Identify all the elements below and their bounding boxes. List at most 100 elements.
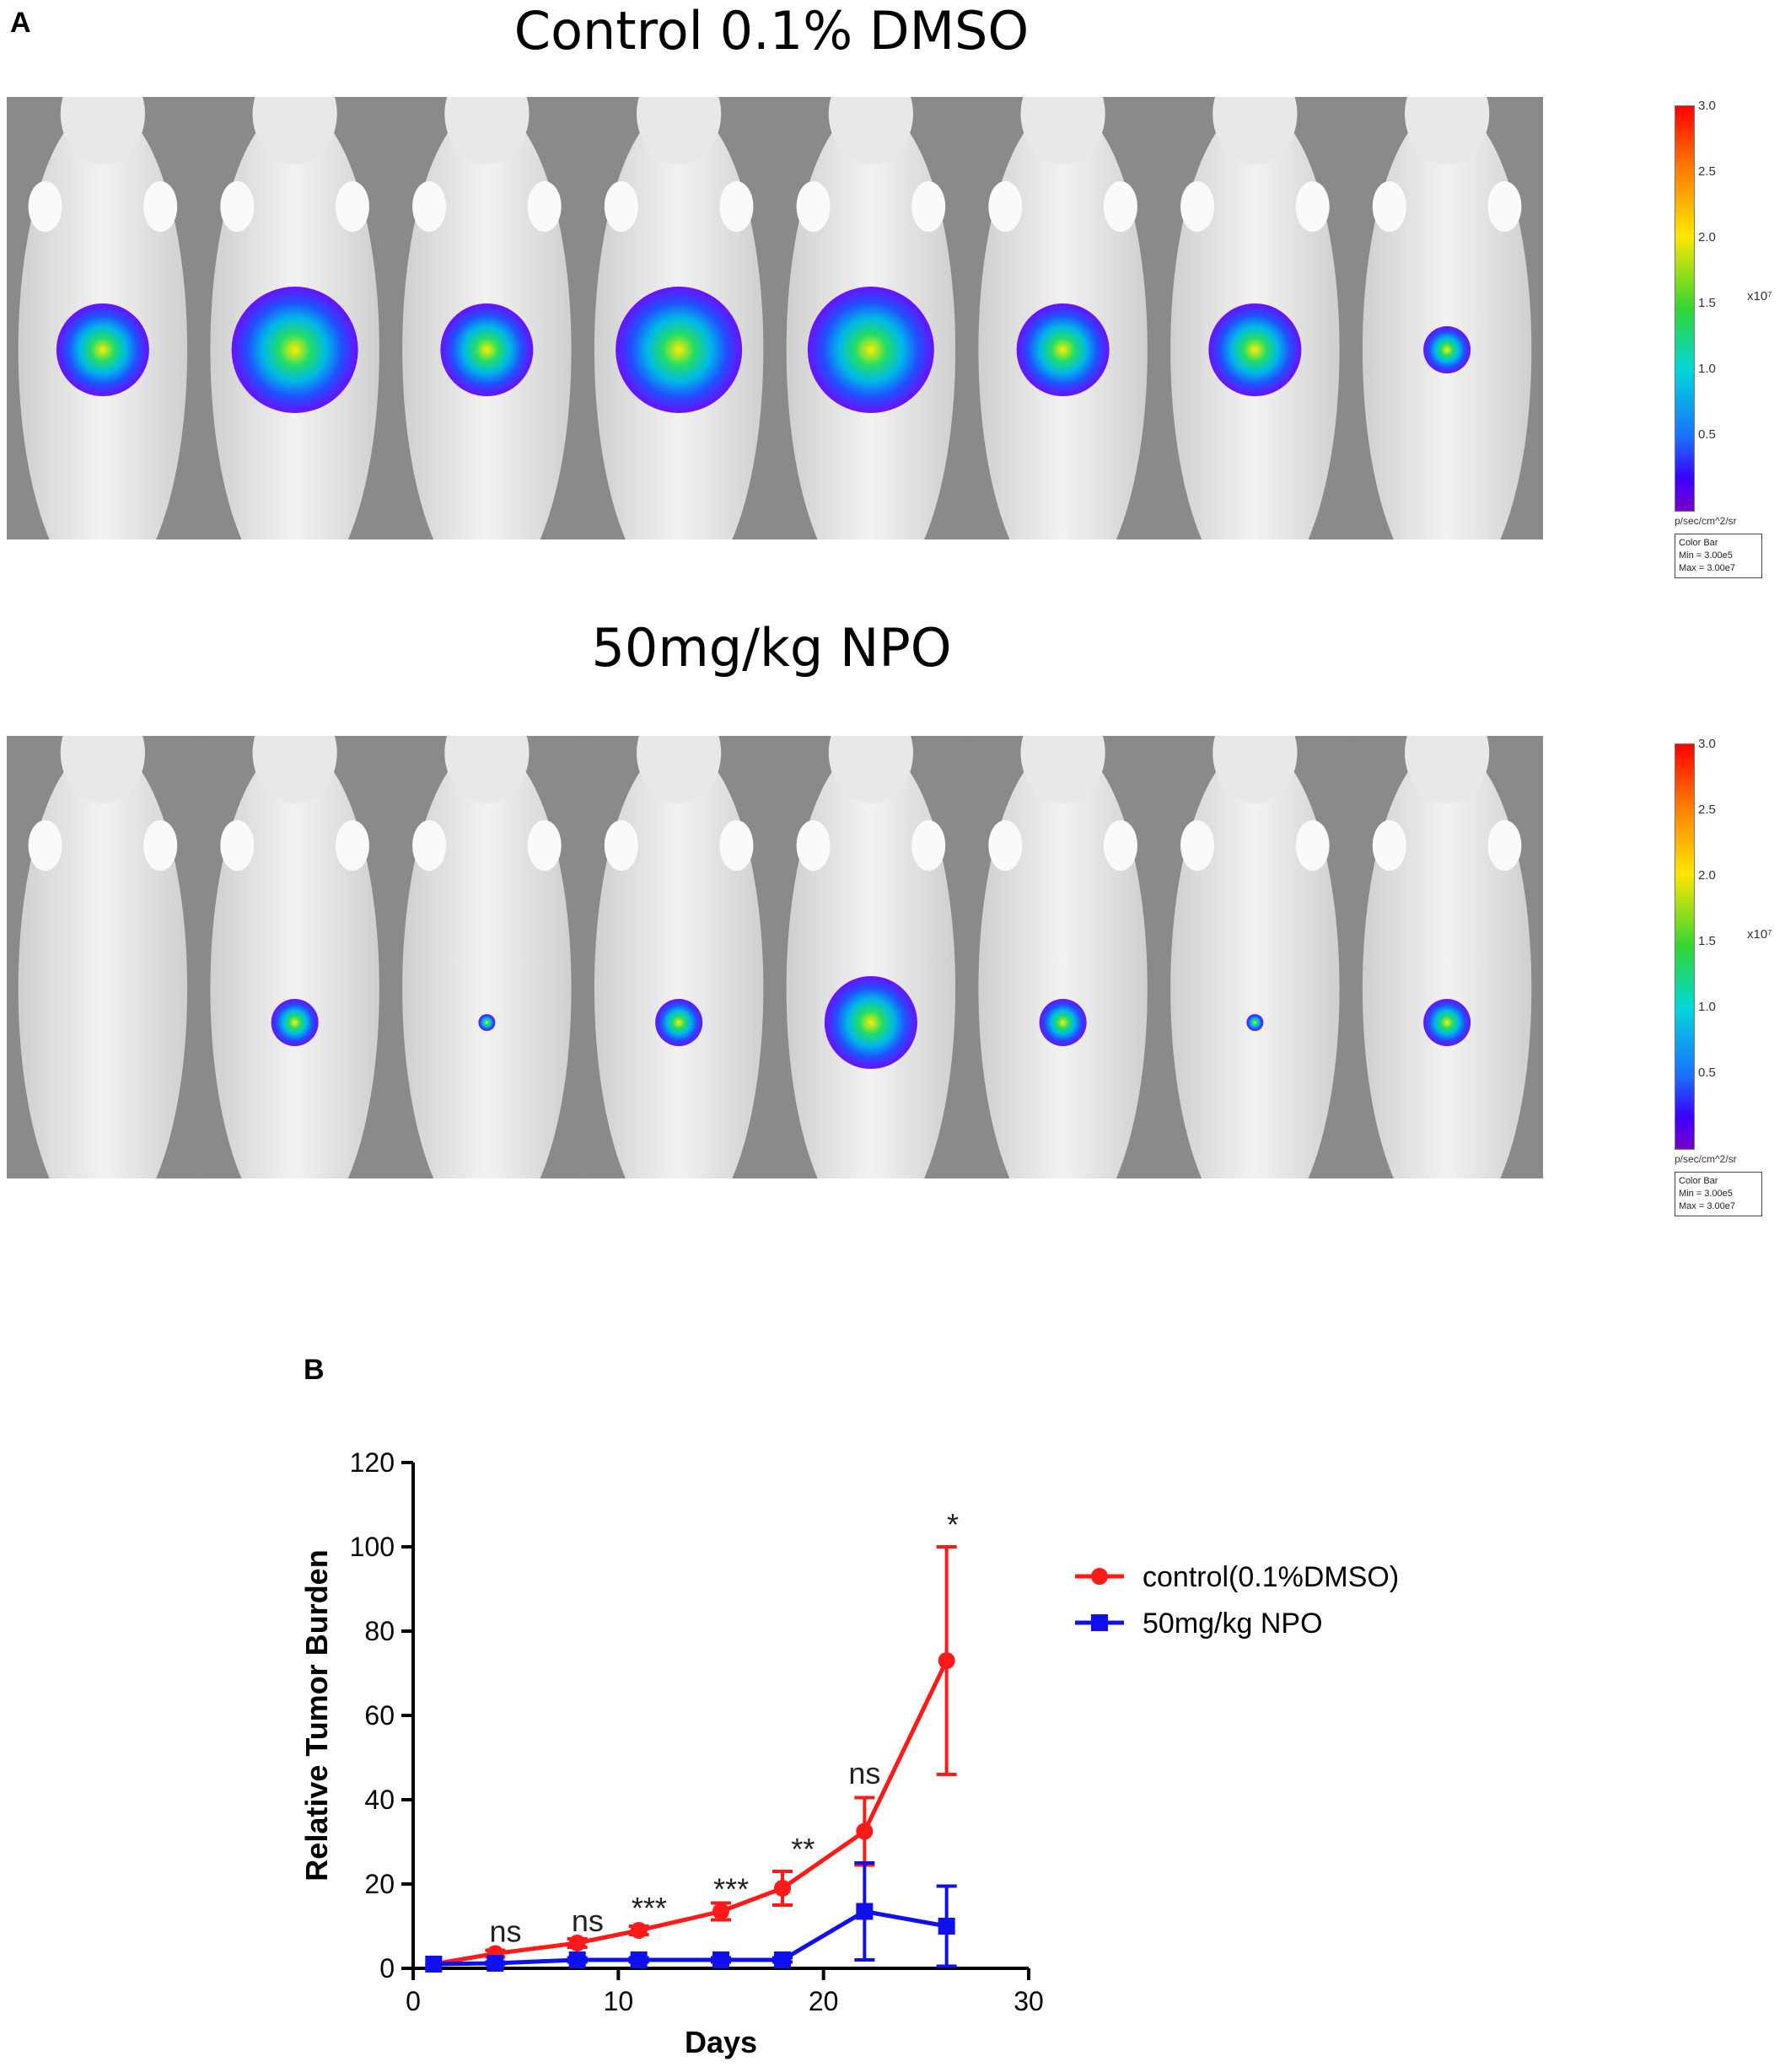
colorbar-range-box: Color Bar Min = 3.00e5 Max = 3.00e7 [1675, 1172, 1762, 1216]
colorbar-tick: 2.0 [1698, 230, 1716, 244]
mouse-paw-right [143, 181, 178, 232]
mouse-paw-right [1103, 181, 1137, 232]
y-tick-label: 80 [364, 1616, 395, 1646]
mouse-7 [1159, 736, 1352, 1178]
colorbar-tick: 3.0 [1698, 99, 1716, 113]
mouse-4 [583, 736, 775, 1178]
y-tick-label: 0 [379, 1953, 395, 1983]
mouse-paw-right [335, 820, 369, 871]
mouse-head [1212, 736, 1298, 803]
panel-b-label: B [304, 1354, 325, 1386]
x-tick-label: 30 [1013, 1986, 1044, 2016]
control-mice-image [7, 97, 1543, 539]
mouse-paw-right [911, 820, 946, 871]
data-point [856, 1903, 874, 1920]
x-tick-label: 10 [604, 1986, 634, 2016]
colorbar-unit: p/sec/cm^2/sr [1675, 1153, 1737, 1165]
panel-a-label: A [10, 7, 31, 39]
tumor-burden-chart: 0 20 40 60 80 100 120 0 10 20 30 Days Relative Tumor… [299, 1447, 1399, 2059]
luminescence-signal [56, 303, 149, 396]
legend-label: 50mg/kg NPO [1143, 1608, 1323, 1640]
colorbar-tick: 0.5 [1698, 1066, 1716, 1080]
significance-label: ** [791, 1832, 815, 1866]
mouse-paw-left [412, 820, 447, 871]
luminescence-signal [1423, 999, 1471, 1046]
mouse-8 [1351, 97, 1543, 539]
significance-label: *** [632, 1891, 667, 1925]
mouse-8 [1351, 736, 1543, 1178]
mouse-paw-left [604, 820, 638, 871]
legend-label: control(0.1%DMSO) [1143, 1561, 1399, 1593]
mouse-paw-right [1487, 181, 1522, 232]
data-point [774, 1951, 791, 1968]
luminescence-signal [1208, 303, 1302, 396]
series-line [433, 1908, 948, 1967]
colorbar-tick: 2.0 [1698, 868, 1716, 883]
mouse-4 [583, 97, 775, 539]
colorbar-tick: 3.0 [1698, 737, 1716, 751]
mouse-paw-right [335, 181, 369, 232]
y-tick-label: 20 [364, 1869, 395, 1899]
data-point [938, 1652, 955, 1669]
npo-group-title: 50mg/kg NPO [591, 617, 952, 679]
mouse-paw-right [911, 181, 946, 232]
mouse-head [637, 736, 722, 803]
mouse-3 [390, 736, 583, 1178]
colorbar-box-title: Color Bar [1679, 1176, 1718, 1186]
mouse-head [60, 736, 145, 803]
mouse-paw-left [796, 181, 831, 232]
mouse-paw-left [604, 181, 638, 232]
series-line [433, 1659, 949, 1967]
mouse-paw-left [988, 820, 1023, 871]
colorbar-tick: 2.5 [1698, 802, 1716, 817]
significance-label: ns [489, 1914, 521, 1949]
mouse-paw-left [220, 820, 255, 871]
mouse-1 [7, 736, 199, 1178]
colorbar-box-title: Color Bar [1679, 538, 1718, 548]
colorbar-box-min: Min = 3.00e5 [1679, 550, 1733, 561]
mouse-head [1020, 736, 1105, 803]
mouse-head [828, 736, 913, 803]
mouse-head [60, 97, 145, 164]
data-point [712, 1903, 729, 1920]
luminescence-signal [1016, 303, 1110, 396]
luminescence-signal [824, 976, 917, 1069]
data-point [487, 1955, 504, 1972]
significance-label: *** [713, 1872, 749, 1907]
mouse-paw-left [28, 820, 62, 871]
mouse-paw-right [1295, 820, 1330, 871]
mouse-head [828, 97, 913, 164]
mouse-head [252, 736, 337, 803]
y-tick-label: 100 [350, 1532, 395, 1562]
mouse-paw-left [1372, 181, 1406, 232]
mouse-head [252, 97, 337, 164]
mouse-paw-left [220, 181, 255, 232]
data-point [774, 1880, 791, 1897]
mouse-paw-right [143, 820, 178, 871]
y-tick-label: 120 [350, 1447, 395, 1478]
luminescence-signal [478, 1014, 496, 1031]
mouse-paw-right [1295, 181, 1330, 232]
y-axis-label: Relative Tumor Burden [299, 1549, 334, 1881]
luminescence-signal [440, 303, 534, 396]
legend-entry-npo: 50mg/kg NPO [1075, 1608, 1323, 1640]
mouse-paw-left [988, 181, 1023, 232]
mouse-paw-right [527, 181, 562, 232]
mouse-paw-right [527, 820, 562, 871]
x-tick-label: 20 [809, 1986, 839, 2016]
mouse-5 [775, 736, 967, 1178]
mouse-2 [198, 736, 391, 1178]
colorbar-tick: 1.5 [1698, 296, 1716, 310]
legend-marker [1091, 1614, 1108, 1631]
data-point [568, 1935, 586, 1951]
mouse-head [1020, 97, 1105, 164]
mouse-3 [390, 97, 583, 539]
luminescence-signal [1423, 326, 1471, 373]
mouse-paw-right [719, 181, 754, 232]
colorbar-tick: 2.5 [1698, 164, 1716, 179]
mouse-7 [1159, 97, 1352, 539]
series-control [425, 1545, 957, 1973]
legend-marker [1091, 1568, 1108, 1585]
mouse-paw-left [1180, 820, 1215, 871]
colorbar-tick: 0.5 [1698, 427, 1716, 442]
